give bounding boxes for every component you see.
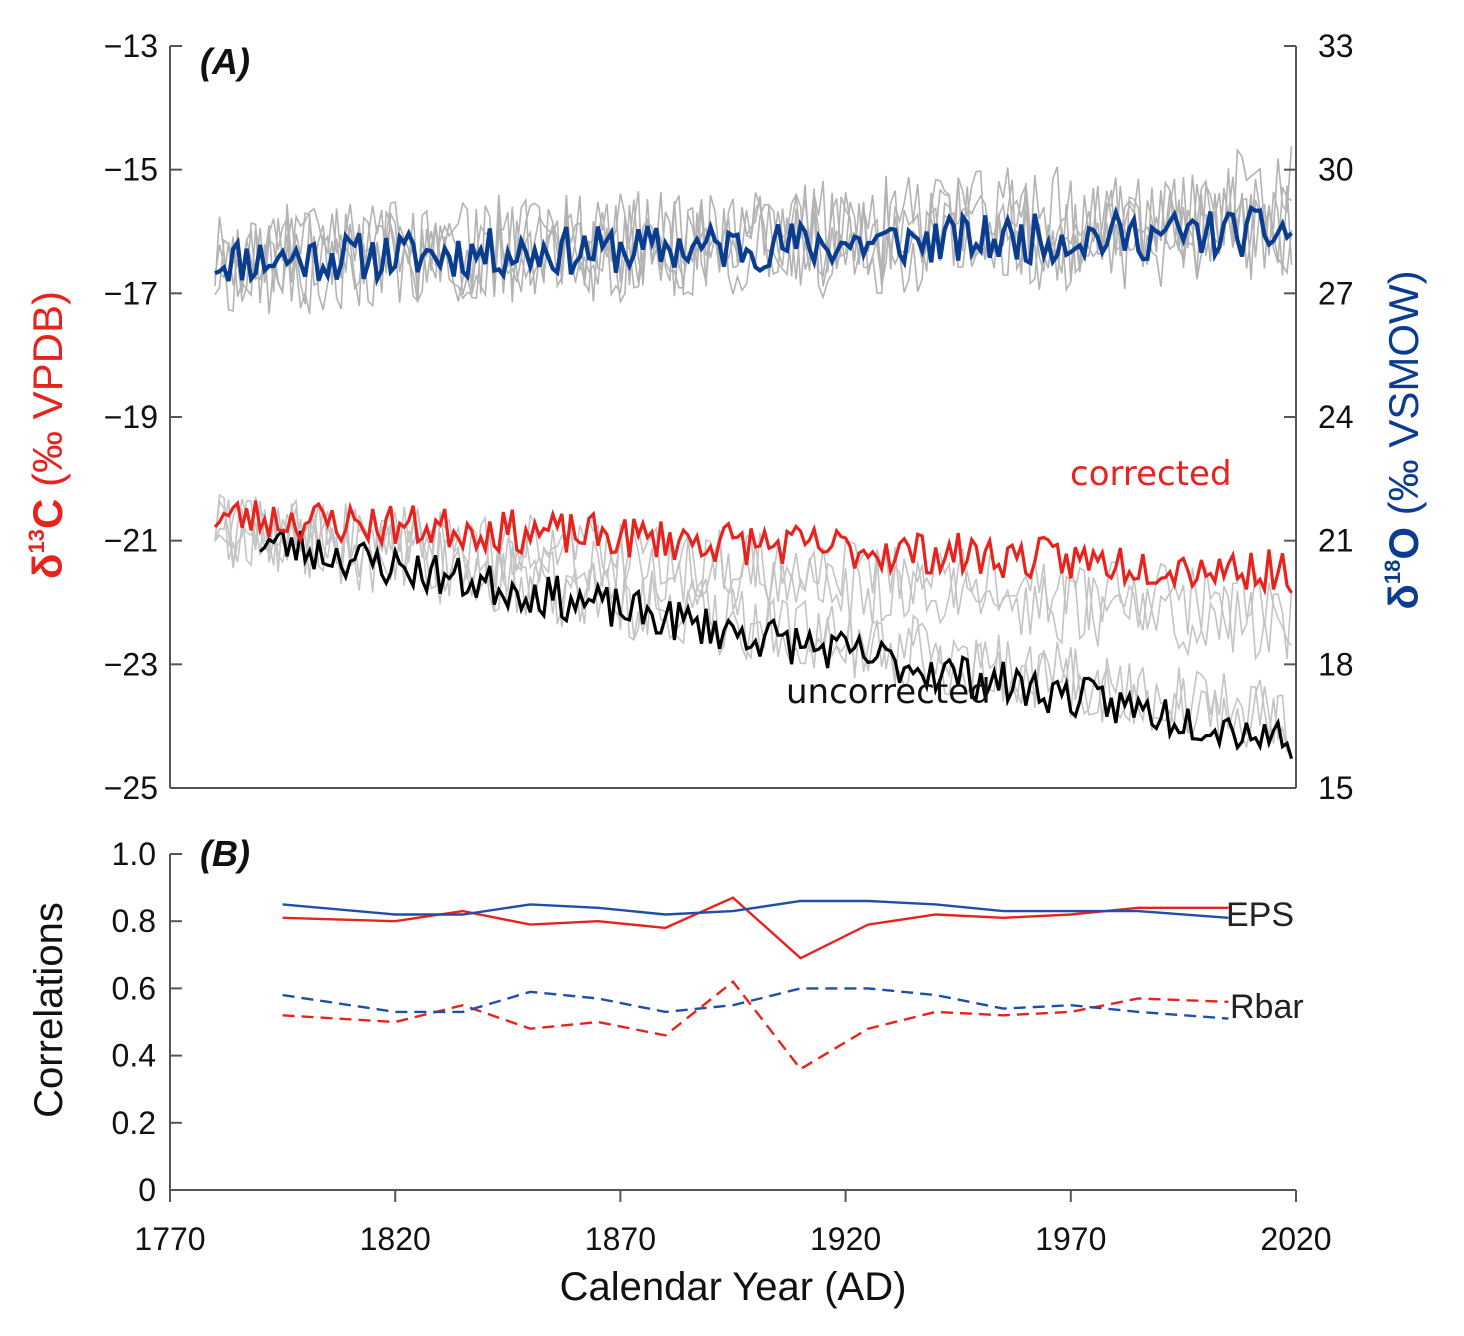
left-axis-sup: 13	[24, 529, 49, 553]
b-y-tick-label: 0.4	[112, 1038, 156, 1074]
a-mean-series	[213, 204, 1294, 760]
b-y-tick-label: 0.8	[112, 903, 156, 939]
a-right-tick-label: 27	[1318, 275, 1354, 311]
panel-b: 0 0.2 0.4 0.6 0.8 1.0 1770 1820 1870 1920 1970 202…	[27, 833, 1332, 1309]
panel-a-label: (A)	[200, 41, 250, 82]
b-y-tick-label: 0	[138, 1172, 156, 1208]
a-left-tick-label: −25	[104, 770, 158, 806]
panel-b-label: (B)	[200, 833, 250, 874]
b-x-tick-label: 1970	[1035, 1221, 1106, 1257]
left-axis-delta: δ	[24, 554, 71, 579]
b-x-ticks: 1770 1820 1870 1920 1970 2020	[134, 1190, 1332, 1257]
a-right-tick-label: 18	[1318, 646, 1354, 682]
a-left-tick-label: −23	[104, 646, 158, 682]
a-left-tick-label: −19	[104, 399, 158, 435]
a-right-tick-label: 30	[1318, 152, 1354, 188]
b-y-ticks: 0 0.2 0.4 0.6 0.8 1.0	[112, 836, 182, 1208]
b-y-tick-label: 0.6	[112, 970, 156, 1006]
a-left-tick-label: −17	[104, 275, 158, 311]
panel-a: −13 −15 −17 −19 −21 −23 −25 33 30 27 24 21 18 15 (A)…	[104, 28, 1354, 806]
left-axis-unit: (‰ VPDB)	[24, 291, 71, 499]
d18o-mean-line	[214, 204, 1293, 287]
right-axis-title: δ18O (‰ VSMOW)	[1380, 270, 1427, 609]
corrected-label: corrected	[1070, 454, 1232, 494]
a-right-tick-label: 21	[1318, 523, 1354, 559]
right-axis-delta: δ	[1380, 584, 1427, 609]
a-left-ticks: −13 −15 −17 −19 −21 −23 −25	[104, 28, 182, 806]
correlations-axis-title: Correlations	[27, 902, 71, 1118]
legend-eps: EPS	[1226, 896, 1294, 934]
left-axis-elem: C	[24, 499, 71, 529]
b-y-tick-label: 0.2	[112, 1105, 156, 1141]
b-correlation-series	[282, 896, 1229, 1071]
b-x-tick-label: 1920	[810, 1221, 881, 1257]
b-x-tick-label: 1770	[134, 1221, 205, 1257]
right-axis-sup: 18	[1380, 560, 1405, 584]
b-x-tick-label: 1870	[585, 1221, 656, 1257]
rbar-d18o-line	[282, 987, 1229, 1020]
b-x-tick-label: 1820	[360, 1221, 431, 1257]
a-individual-series	[214, 146, 1293, 756]
d13c-corrected-line	[213, 500, 1293, 596]
d18o-tree-line	[214, 176, 1292, 293]
a-left-tick-label: −15	[104, 152, 158, 188]
a-left-tick-label: −21	[104, 523, 158, 559]
a-right-tick-label: 33	[1318, 28, 1354, 64]
x-axis-title: Calendar Year (AD)	[560, 1265, 907, 1309]
d13c-uncorrected-line	[258, 528, 1294, 760]
a-left-tick-label: −13	[104, 28, 158, 64]
right-axis-elem: O	[1380, 527, 1427, 560]
a-right-ticks: 33 30 27 24 21 18 15	[1284, 28, 1354, 806]
a-right-tick-label: 15	[1318, 770, 1354, 806]
right-axis-unit: (‰ VSMOW)	[1380, 270, 1427, 527]
uncorrected-label: uncorrected	[786, 672, 991, 712]
eps-d18o-line	[282, 899, 1229, 919]
legend-rbar: Rbar	[1230, 988, 1304, 1026]
a-right-tick-label: 24	[1318, 399, 1354, 435]
b-y-tick-label: 1.0	[112, 836, 156, 872]
left-axis-title: δ13C (‰ VPDB)	[24, 291, 71, 579]
b-x-tick-label: 2020	[1260, 1221, 1331, 1257]
rbar-d13c-line	[282, 980, 1229, 1071]
